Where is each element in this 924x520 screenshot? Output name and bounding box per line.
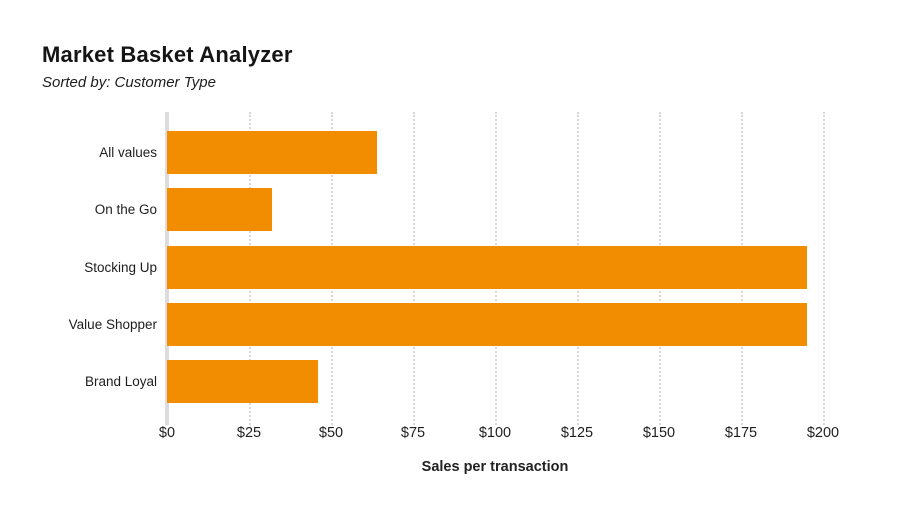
gridline (823, 112, 825, 425)
x-tick-label: $0 (158, 425, 176, 441)
x-tick-label: $150 (642, 425, 676, 441)
bar-value-shopper[interactable] (167, 303, 807, 347)
x-tick-label: $175 (724, 425, 758, 441)
x-tick-label: $75 (400, 425, 426, 441)
bar-series (167, 124, 823, 410)
bar-row (167, 239, 823, 296)
category-label: Value Shopper (68, 317, 157, 333)
x-tick-label: $25 (236, 425, 262, 441)
x-tick-label: $200 (806, 425, 840, 441)
sort-status-text: Sorted by: Customer Type (42, 74, 216, 91)
bar-row (167, 296, 823, 353)
x-tick-label: $125 (560, 425, 594, 441)
x-tick-label: $100 (478, 425, 512, 441)
bar-row (167, 181, 823, 238)
page-title: Market Basket Analyzer (42, 42, 293, 67)
bar-stocking-up[interactable] (167, 245, 807, 289)
x-axis: $0 $25 $50 $75 $100 $125 $150 $175 $200 (159, 425, 839, 445)
bar-brand-loyal[interactable] (167, 360, 318, 404)
plot-area (165, 112, 825, 425)
category-label: Stocking Up (84, 259, 157, 275)
category-axis: All values On the Go Stocking Up Value S… (30, 124, 157, 410)
bar-row (167, 353, 823, 410)
category-label: All values (99, 145, 157, 161)
bar-row (167, 124, 823, 181)
category-label: Brand Loyal (84, 374, 157, 390)
x-tick-label: $50 (318, 425, 344, 441)
x-axis-title: Sales per transaction (421, 459, 569, 475)
category-label: On the Go (94, 202, 157, 218)
bar-all-values[interactable] (167, 131, 377, 175)
bar-on-the-go[interactable] (167, 188, 272, 232)
